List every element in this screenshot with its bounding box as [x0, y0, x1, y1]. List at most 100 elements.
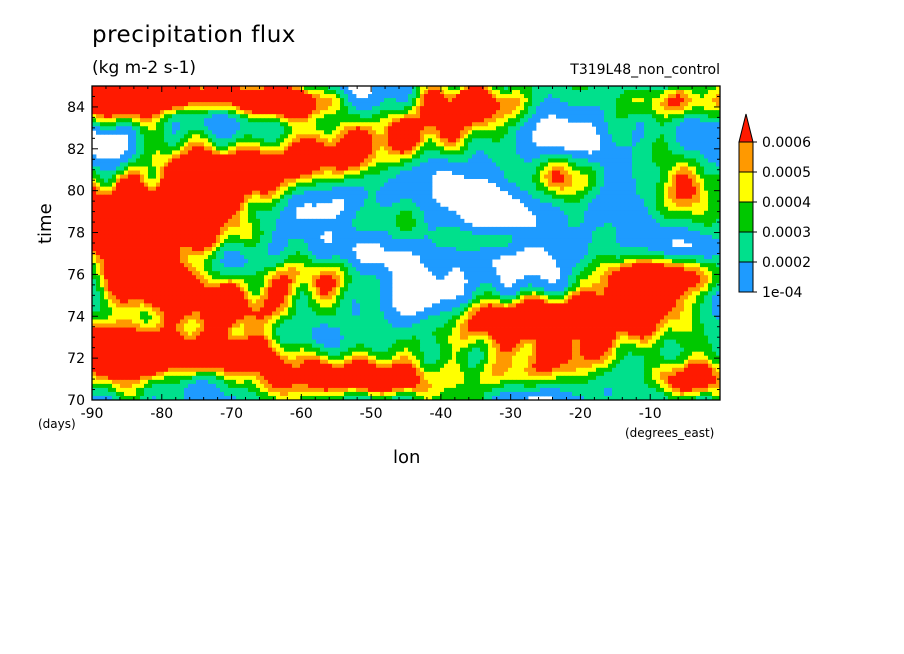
field-cell — [404, 134, 409, 139]
field-cell — [604, 206, 609, 212]
field-cell — [560, 206, 565, 212]
field-cell — [584, 206, 589, 212]
field-cell — [560, 178, 565, 184]
field-cell — [556, 150, 561, 155]
field-cell — [352, 110, 357, 115]
field-cell — [616, 174, 621, 179]
field-cell — [588, 210, 593, 216]
field-cell — [704, 98, 709, 103]
field-cell — [660, 186, 665, 192]
field-cell — [452, 86, 457, 91]
field-cell — [672, 94, 677, 99]
field-cell — [492, 98, 497, 103]
field-cell — [520, 130, 525, 135]
field-cell — [552, 190, 557, 196]
field-cell — [372, 218, 377, 224]
field-cell — [420, 138, 425, 143]
field-cell — [596, 118, 601, 123]
field-cell — [404, 214, 409, 220]
field-cell — [516, 94, 521, 99]
field-cell — [364, 206, 369, 212]
field-cell — [160, 102, 165, 107]
field-cell — [612, 202, 617, 208]
field-cell — [524, 146, 529, 151]
field-cell — [452, 146, 457, 151]
field-cell — [120, 126, 125, 131]
field-cell — [204, 134, 209, 139]
field-cell — [668, 194, 673, 200]
field-cell — [284, 162, 289, 167]
field-cell — [712, 126, 717, 131]
field-cell — [440, 122, 445, 127]
field-cell — [244, 194, 249, 200]
field-cell — [520, 102, 525, 107]
field-cell — [360, 134, 365, 139]
field-cell — [148, 198, 153, 204]
field-cell — [368, 178, 373, 184]
field-cell — [540, 150, 545, 155]
field-cell — [204, 94, 209, 99]
field-cell — [372, 190, 377, 196]
field-cell — [572, 202, 577, 208]
field-cell — [264, 122, 269, 127]
field-cell — [344, 142, 349, 147]
field-cell — [632, 210, 637, 216]
field-cell — [588, 98, 593, 103]
field-cell — [136, 170, 141, 175]
field-cell — [648, 158, 653, 163]
field-cell — [716, 126, 721, 131]
field-cell — [500, 182, 505, 188]
field-cell — [368, 146, 373, 151]
field-cell — [320, 122, 325, 127]
field-cell — [144, 202, 149, 208]
field-cell — [640, 150, 645, 155]
field-cell — [364, 170, 369, 175]
field-cell — [292, 214, 297, 220]
field-cell — [604, 178, 609, 184]
field-cell — [500, 142, 505, 147]
field-cell — [420, 102, 425, 107]
field-cell — [148, 102, 153, 107]
field-cell — [228, 206, 233, 212]
field-cell — [272, 130, 277, 135]
field-cell — [508, 178, 513, 184]
field-cell — [628, 170, 633, 175]
field-cell — [140, 198, 145, 204]
field-cell — [696, 166, 701, 171]
field-cell — [324, 158, 329, 163]
field-cell — [208, 222, 213, 228]
field-cell — [128, 170, 133, 175]
field-cell — [412, 178, 417, 184]
field-cell — [696, 98, 701, 103]
field-cell — [92, 122, 97, 127]
field-cell — [672, 130, 677, 135]
field-cell — [248, 178, 253, 184]
field-cell — [500, 110, 505, 115]
field-cell — [132, 194, 137, 200]
field-cell — [632, 106, 637, 111]
field-cell — [592, 154, 597, 159]
field-cell — [576, 150, 581, 155]
field-cell — [172, 170, 177, 175]
field-cell — [588, 90, 593, 95]
field-cell — [360, 138, 365, 143]
field-cell — [180, 114, 185, 119]
field-cell — [592, 206, 597, 212]
field-cell — [560, 210, 565, 216]
field-cell — [324, 198, 329, 204]
field-cell — [284, 158, 289, 163]
field-cell — [96, 98, 101, 103]
field-cell — [240, 178, 245, 184]
field-cell — [636, 118, 641, 123]
field-cell — [280, 142, 285, 147]
field-cell — [100, 194, 105, 200]
field-cell — [292, 146, 297, 151]
field-cell — [196, 154, 201, 159]
field-cell — [208, 202, 213, 208]
field-cell — [600, 198, 605, 204]
field-cell — [572, 102, 577, 107]
field-cell — [628, 166, 633, 171]
field-cell — [716, 182, 721, 188]
field-cell — [432, 118, 437, 123]
field-cell — [256, 142, 261, 147]
